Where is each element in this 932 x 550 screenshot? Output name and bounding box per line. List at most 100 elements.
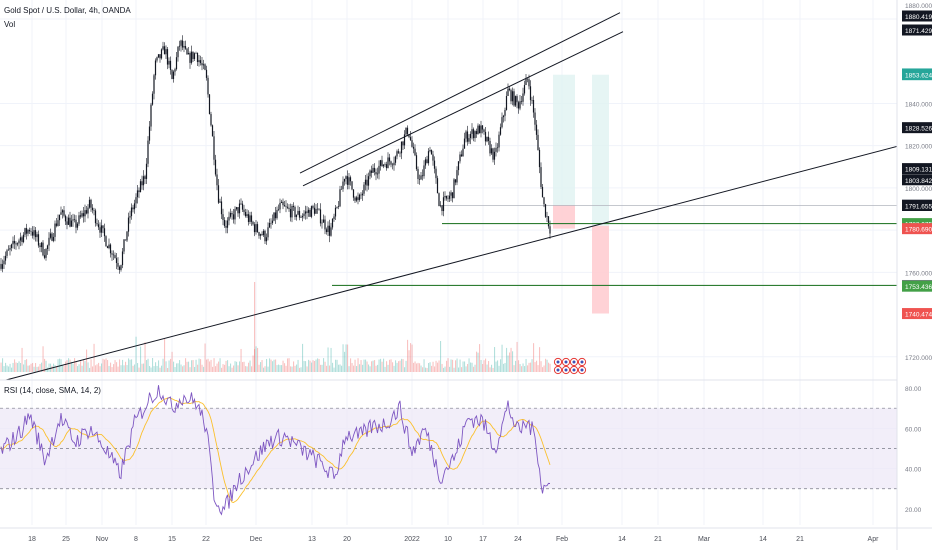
- event-flag-icon: [572, 368, 576, 372]
- volume-bar: [302, 343, 304, 372]
- candle-body: [321, 222, 323, 224]
- price-label-bg: [902, 223, 932, 235]
- volume-bar: [353, 365, 355, 372]
- candle-body: [360, 194, 362, 196]
- volume-bar: [341, 365, 343, 372]
- volume-bar: [509, 352, 511, 372]
- time-tick-label: 21: [796, 536, 804, 543]
- volume-bar: [456, 358, 458, 372]
- volume-bar: [305, 361, 307, 372]
- time-tick-label: Nov: [96, 536, 109, 543]
- candle-body: [427, 151, 430, 164]
- candle-body: [333, 216, 335, 219]
- rsi-label[interactable]: RSI (14, close, SMA, 14, 2): [4, 386, 101, 395]
- candle-body: [111, 253, 113, 255]
- volume-bar: [186, 361, 188, 372]
- volume-bar: [21, 347, 23, 372]
- volume-bar: [278, 364, 280, 372]
- volume-bar: [272, 361, 274, 372]
- time-tick-label: 17: [479, 536, 487, 543]
- volume-bar: [528, 362, 530, 372]
- price-tick-label: 1820.000: [905, 144, 932, 151]
- candle-body: [42, 242, 44, 256]
- candle-body: [288, 207, 290, 210]
- volume-label[interactable]: Vol: [4, 20, 16, 29]
- candle-body: [102, 225, 104, 229]
- volume-bar: [146, 360, 148, 372]
- volume-bar: [452, 359, 454, 372]
- volume-bar: [357, 358, 359, 372]
- volume-bar: [120, 365, 122, 372]
- candle-body: [496, 147, 499, 149]
- candle-body: [394, 156, 397, 163]
- volume-bar: [522, 363, 524, 372]
- candle-body: [363, 184, 365, 194]
- volume-bar: [9, 363, 11, 372]
- volume-bar: [26, 359, 28, 372]
- volume-bar: [248, 362, 250, 372]
- volume-bar: [432, 361, 434, 372]
- candle-body: [196, 53, 199, 63]
- candle-body: [349, 177, 352, 182]
- candle-body: [357, 197, 359, 200]
- volume-bar: [516, 341, 518, 372]
- candle-body: [31, 231, 34, 236]
- volume-bar: [78, 364, 80, 372]
- volume-bar: [284, 363, 286, 372]
- volume-bar: [137, 363, 139, 372]
- volume-bar: [62, 365, 64, 372]
- candle-body: [385, 164, 388, 169]
- candle-body: [240, 203, 242, 205]
- volume-bar: [465, 366, 467, 372]
- candle-body: [135, 197, 137, 204]
- volume-bar: [176, 363, 178, 372]
- price-label: 1791.655: [902, 199, 932, 211]
- volume-bar: [476, 351, 478, 372]
- candle-body: [430, 150, 433, 155]
- candle-body: [183, 46, 185, 48]
- candle-body: [25, 228, 28, 234]
- rsi-tick-label: 20.00: [905, 507, 922, 514]
- volume-bar: [165, 361, 167, 372]
- candle-body: [493, 151, 496, 160]
- candle-body: [346, 176, 349, 185]
- candle-body: [219, 201, 221, 203]
- candle-body: [261, 234, 263, 236]
- candle-body: [523, 85, 526, 94]
- volume-bar: [506, 347, 508, 372]
- rsi-band: [0, 408, 897, 489]
- candle-body: [420, 175, 422, 180]
- candle-body: [520, 101, 523, 102]
- candle-body: [435, 168, 437, 179]
- volume-bar: [477, 352, 479, 372]
- symbol-title[interactable]: Gold Spot / U.S. Dollar, 4h, OANDA: [4, 6, 131, 15]
- volume-bar: [206, 359, 208, 372]
- volume-bar: [131, 359, 133, 372]
- candle-body: [412, 146, 415, 149]
- volume-bar: [102, 358, 104, 372]
- candle-body: [204, 64, 206, 70]
- volume-bar: [266, 358, 268, 372]
- rsi-tick-label: 80.00: [905, 386, 922, 393]
- volume-bar: [89, 367, 91, 372]
- volume-bar: [500, 359, 502, 372]
- candle-body: [483, 129, 485, 132]
- candle-body: [223, 220, 226, 226]
- volume-bar: [345, 344, 347, 372]
- price-label: 1803.842: [902, 174, 932, 186]
- volume-bar: [470, 362, 472, 372]
- candle-body: [525, 78, 527, 86]
- volume-bar: [257, 347, 259, 372]
- candle-body: [538, 149, 541, 168]
- volume-bar: [296, 364, 298, 372]
- candle-body: [36, 234, 38, 238]
- candle-body: [127, 217, 130, 232]
- price-label-text: 1803.842: [905, 178, 932, 185]
- price-tick-label: 1840.000: [905, 101, 932, 108]
- candle-body: [34, 230, 37, 238]
- volume-bar: [443, 367, 445, 372]
- candle-body: [540, 167, 542, 187]
- price-label-bg: [902, 308, 932, 320]
- candle-body: [423, 165, 425, 177]
